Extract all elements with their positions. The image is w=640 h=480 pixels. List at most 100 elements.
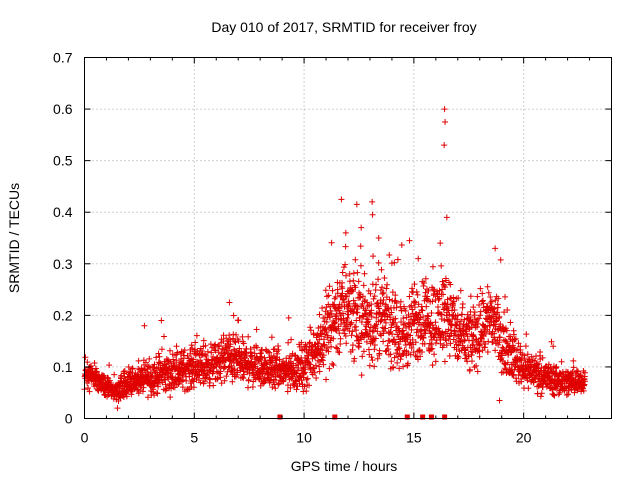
data-point	[350, 277, 357, 284]
data-point	[431, 351, 438, 358]
data-point	[451, 307, 458, 314]
data-point	[391, 336, 398, 343]
data-point	[415, 356, 422, 363]
data-point	[180, 376, 187, 383]
data-point	[349, 342, 356, 349]
data-point	[442, 284, 449, 291]
data-point	[409, 336, 416, 343]
data-point	[210, 353, 217, 360]
data-point	[303, 388, 310, 395]
data-point	[307, 324, 314, 331]
data-point	[324, 332, 331, 339]
y-tick-label: 0.2	[53, 307, 73, 323]
data-point	[496, 397, 503, 404]
data-point	[307, 366, 314, 373]
data-point	[240, 375, 247, 382]
data-point	[476, 302, 483, 309]
data-point	[367, 290, 374, 297]
data-point	[139, 388, 146, 395]
data-point	[565, 391, 572, 398]
data-point	[562, 384, 569, 391]
data-point	[391, 259, 398, 266]
data-point	[368, 354, 375, 361]
y-tick-label: 0.3	[53, 256, 73, 272]
data-point	[312, 362, 319, 369]
data-point	[324, 344, 331, 351]
data-point	[476, 348, 483, 355]
data-point	[215, 349, 222, 356]
data-point	[82, 354, 89, 361]
data-point	[339, 269, 346, 276]
data-point	[368, 313, 375, 320]
data-point	[209, 365, 216, 372]
data-point	[455, 354, 462, 361]
data-point	[436, 287, 443, 294]
data-point	[439, 329, 446, 336]
data-point	[326, 283, 333, 290]
data-point	[350, 308, 357, 315]
data-point	[137, 386, 144, 393]
data-point	[267, 358, 274, 365]
data-point	[197, 379, 204, 386]
data-point	[395, 344, 402, 351]
data-point	[391, 354, 398, 361]
data-point	[297, 360, 304, 367]
data-point	[507, 319, 514, 326]
data-point	[412, 299, 419, 306]
data-point	[465, 353, 472, 360]
data-point	[407, 351, 414, 358]
data-point	[158, 317, 165, 324]
data-point	[240, 368, 247, 375]
data-point	[397, 298, 404, 305]
data-point	[329, 360, 336, 367]
data-point	[428, 309, 435, 316]
data-point	[388, 309, 395, 316]
x-tick-label: 5	[190, 430, 198, 446]
data-point	[356, 289, 363, 296]
data-point	[144, 363, 151, 370]
data-point	[156, 353, 163, 360]
data-point	[385, 346, 392, 353]
data-point	[468, 358, 475, 365]
data-point	[459, 300, 466, 307]
y-tick-label: 0.6	[53, 101, 73, 117]
data-point	[400, 315, 407, 322]
data-point	[320, 352, 327, 359]
data-point	[548, 338, 555, 345]
data-point	[302, 369, 309, 376]
data-point	[316, 350, 323, 357]
data-point	[404, 360, 411, 367]
data-point	[333, 344, 340, 351]
data-point	[409, 285, 416, 292]
data-point	[221, 377, 228, 384]
data-point	[261, 354, 268, 361]
data-point	[414, 291, 421, 298]
data-point	[214, 376, 221, 383]
data-point	[491, 321, 498, 328]
data-point	[569, 368, 576, 375]
data-point	[303, 376, 310, 383]
data-point	[332, 319, 339, 326]
data-point	[144, 394, 151, 401]
data-point	[407, 332, 414, 339]
data-point	[457, 318, 464, 325]
data-point	[368, 301, 375, 308]
data-point	[306, 382, 313, 389]
data-point	[387, 351, 394, 358]
data-point	[464, 333, 471, 340]
data-point	[411, 298, 418, 305]
data-point	[173, 357, 180, 364]
data-point	[308, 349, 315, 356]
data-point	[537, 393, 544, 400]
data-point	[401, 320, 408, 327]
data-point	[453, 322, 460, 329]
data-point	[550, 391, 557, 398]
data-point	[517, 343, 524, 350]
data-point	[225, 347, 232, 354]
data-point	[356, 340, 363, 347]
data-point	[569, 374, 576, 381]
data-point	[245, 376, 252, 383]
data-point	[394, 256, 401, 263]
data-point	[204, 348, 211, 355]
